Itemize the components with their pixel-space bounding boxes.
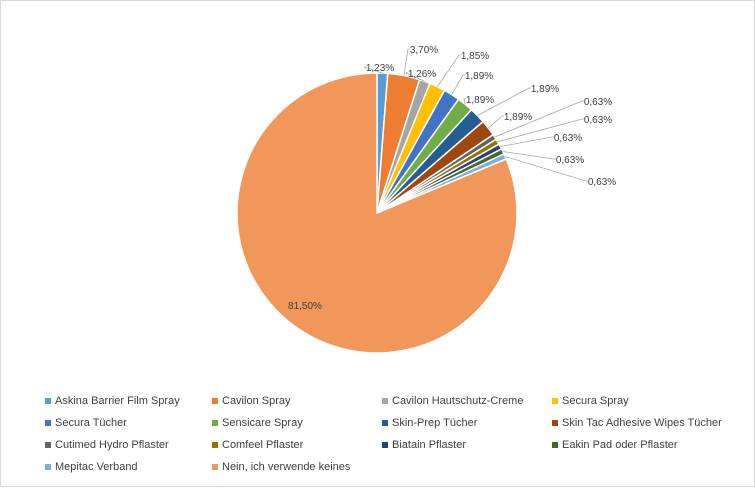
data-label-askina-barrier-film-spray: 1,23% <box>366 63 394 74</box>
legend-swatch <box>45 398 51 404</box>
legend-swatch <box>212 398 218 404</box>
legend-item-sensicare-spray: Sensicare Spray <box>212 417 303 429</box>
data-label-cutimed-hydro-pflaster: 0,63% <box>584 97 612 108</box>
legend-swatch <box>45 420 51 426</box>
legend-label: Biatain Pflaster <box>392 439 466 451</box>
legend-label: Skin Tac Adhesive Wipes Tücher <box>562 417 722 429</box>
data-label-biatain-pflaster: 0,63% <box>554 133 582 144</box>
legend-label: Cavilon Hautschutz-Creme <box>392 395 523 407</box>
data-label-eakin-pad-oder-pflaster: 0,63% <box>556 155 584 166</box>
data-label-mepitac-verband: 0,63% <box>588 177 616 188</box>
legend-label: Cavilon Spray <box>222 395 291 407</box>
legend-item-nein-ich-verwende-keines: Nein, ich verwende keines <box>212 461 351 473</box>
legend-item-comfeel-pflaster: Comfeel Pflaster <box>212 439 304 451</box>
pie-slices <box>236 72 518 354</box>
legend-item-skin-prep-tuecher: Skin-Prep Tücher <box>382 417 478 429</box>
leader-line <box>403 48 410 76</box>
data-labels: 1,23% 3,70% 1,26% 1,85% 1,89% 1,89% 1,89% 1,89%… <box>288 45 616 312</box>
pie-slice-nein-ich-verwende-keines <box>236 72 518 354</box>
legend-label: Sensicare Spray <box>222 417 303 429</box>
legend-item-secura-spray: Secura Spray <box>552 395 629 407</box>
legend-item-cavilon-spray: Cavilon Spray <box>212 395 291 407</box>
leader-line <box>451 74 465 95</box>
legend-item-cutimed-hydro-pflaster: Cutimed Hydro Pflaster <box>45 439 169 451</box>
data-label-cavilon-spray: 3,70% <box>410 45 438 56</box>
legend-item-eakin-pad-oder-pflaster: Eakin Pad oder Pflaster <box>552 439 678 451</box>
legend-swatch <box>382 398 388 404</box>
legend-swatch <box>212 420 218 426</box>
legend-item-askina-barrier-film-spray: Askina Barrier Film Spray <box>45 395 180 407</box>
legend-item-cavilon-hautschutz-creme: Cavilon Hautschutz-Creme <box>382 395 523 407</box>
legend-swatch <box>552 442 558 448</box>
legend-item-skin-tac-adhesive-wipes-tuecher: Skin Tac Adhesive Wipes Tücher <box>552 417 722 429</box>
data-label-secura-spray: 1,85% <box>461 51 489 62</box>
legend-label: Eakin Pad oder Pflaster <box>562 439 678 451</box>
leader-lines <box>363 48 588 182</box>
data-label-secura-tuecher: 1,89% <box>465 71 493 82</box>
legend-swatch <box>212 464 218 470</box>
legend-swatch <box>552 398 558 404</box>
legend-label: Cutimed Hydro Pflaster <box>55 439 169 451</box>
leader-line <box>488 115 504 129</box>
legend-swatch <box>382 442 388 448</box>
legend-item-mepitac-verband: Mepitac Verband <box>45 461 138 473</box>
data-label-comfeel-pflaster: 0,63% <box>584 115 612 126</box>
data-label-sensicare-spray: 1,89% <box>466 95 494 106</box>
legend-swatch <box>45 442 51 448</box>
legend: Askina Barrier Film Spray Cavilon Spray Ca… <box>45 395 722 473</box>
legend-item-secura-tuecher: Secura Tücher <box>45 417 127 429</box>
data-label-cavilon-hautschutz-creme: 1,26% <box>408 69 436 80</box>
leader-line <box>363 66 383 74</box>
legend-swatch <box>552 420 558 426</box>
legend-label: Comfeel Pflaster <box>222 439 304 451</box>
leader-line <box>502 151 556 160</box>
legend-swatch <box>212 442 218 448</box>
leader-line <box>463 98 466 105</box>
legend-label: Skin-Prep Tücher <box>392 417 478 429</box>
legend-swatch <box>45 464 51 470</box>
legend-label: Mepitac Verband <box>55 461 138 473</box>
legend-label: Askina Barrier Film Spray <box>55 395 180 407</box>
legend-label: Secura Spray <box>562 395 629 407</box>
data-label-skin-prep-tuecher: 1,89% <box>531 84 559 95</box>
legend-swatch <box>382 420 388 426</box>
data-label-nein-ich-verwende-keines: 81,50% <box>288 301 322 312</box>
leader-line <box>504 156 588 182</box>
legend-label: Nein, ich verwende keines <box>222 461 351 473</box>
leader-line <box>500 136 554 147</box>
leader-line <box>497 118 584 143</box>
data-label-skin-tac-adhesive-wipes-tuecher: 1,89% <box>504 112 532 123</box>
leader-line <box>494 100 584 138</box>
leader-line <box>437 54 461 87</box>
legend-item-biatain-pflaster: Biatain Pflaster <box>382 439 466 451</box>
leader-line <box>405 72 425 82</box>
leader-line <box>477 87 531 116</box>
legend-label: Secura Tücher <box>55 417 127 429</box>
